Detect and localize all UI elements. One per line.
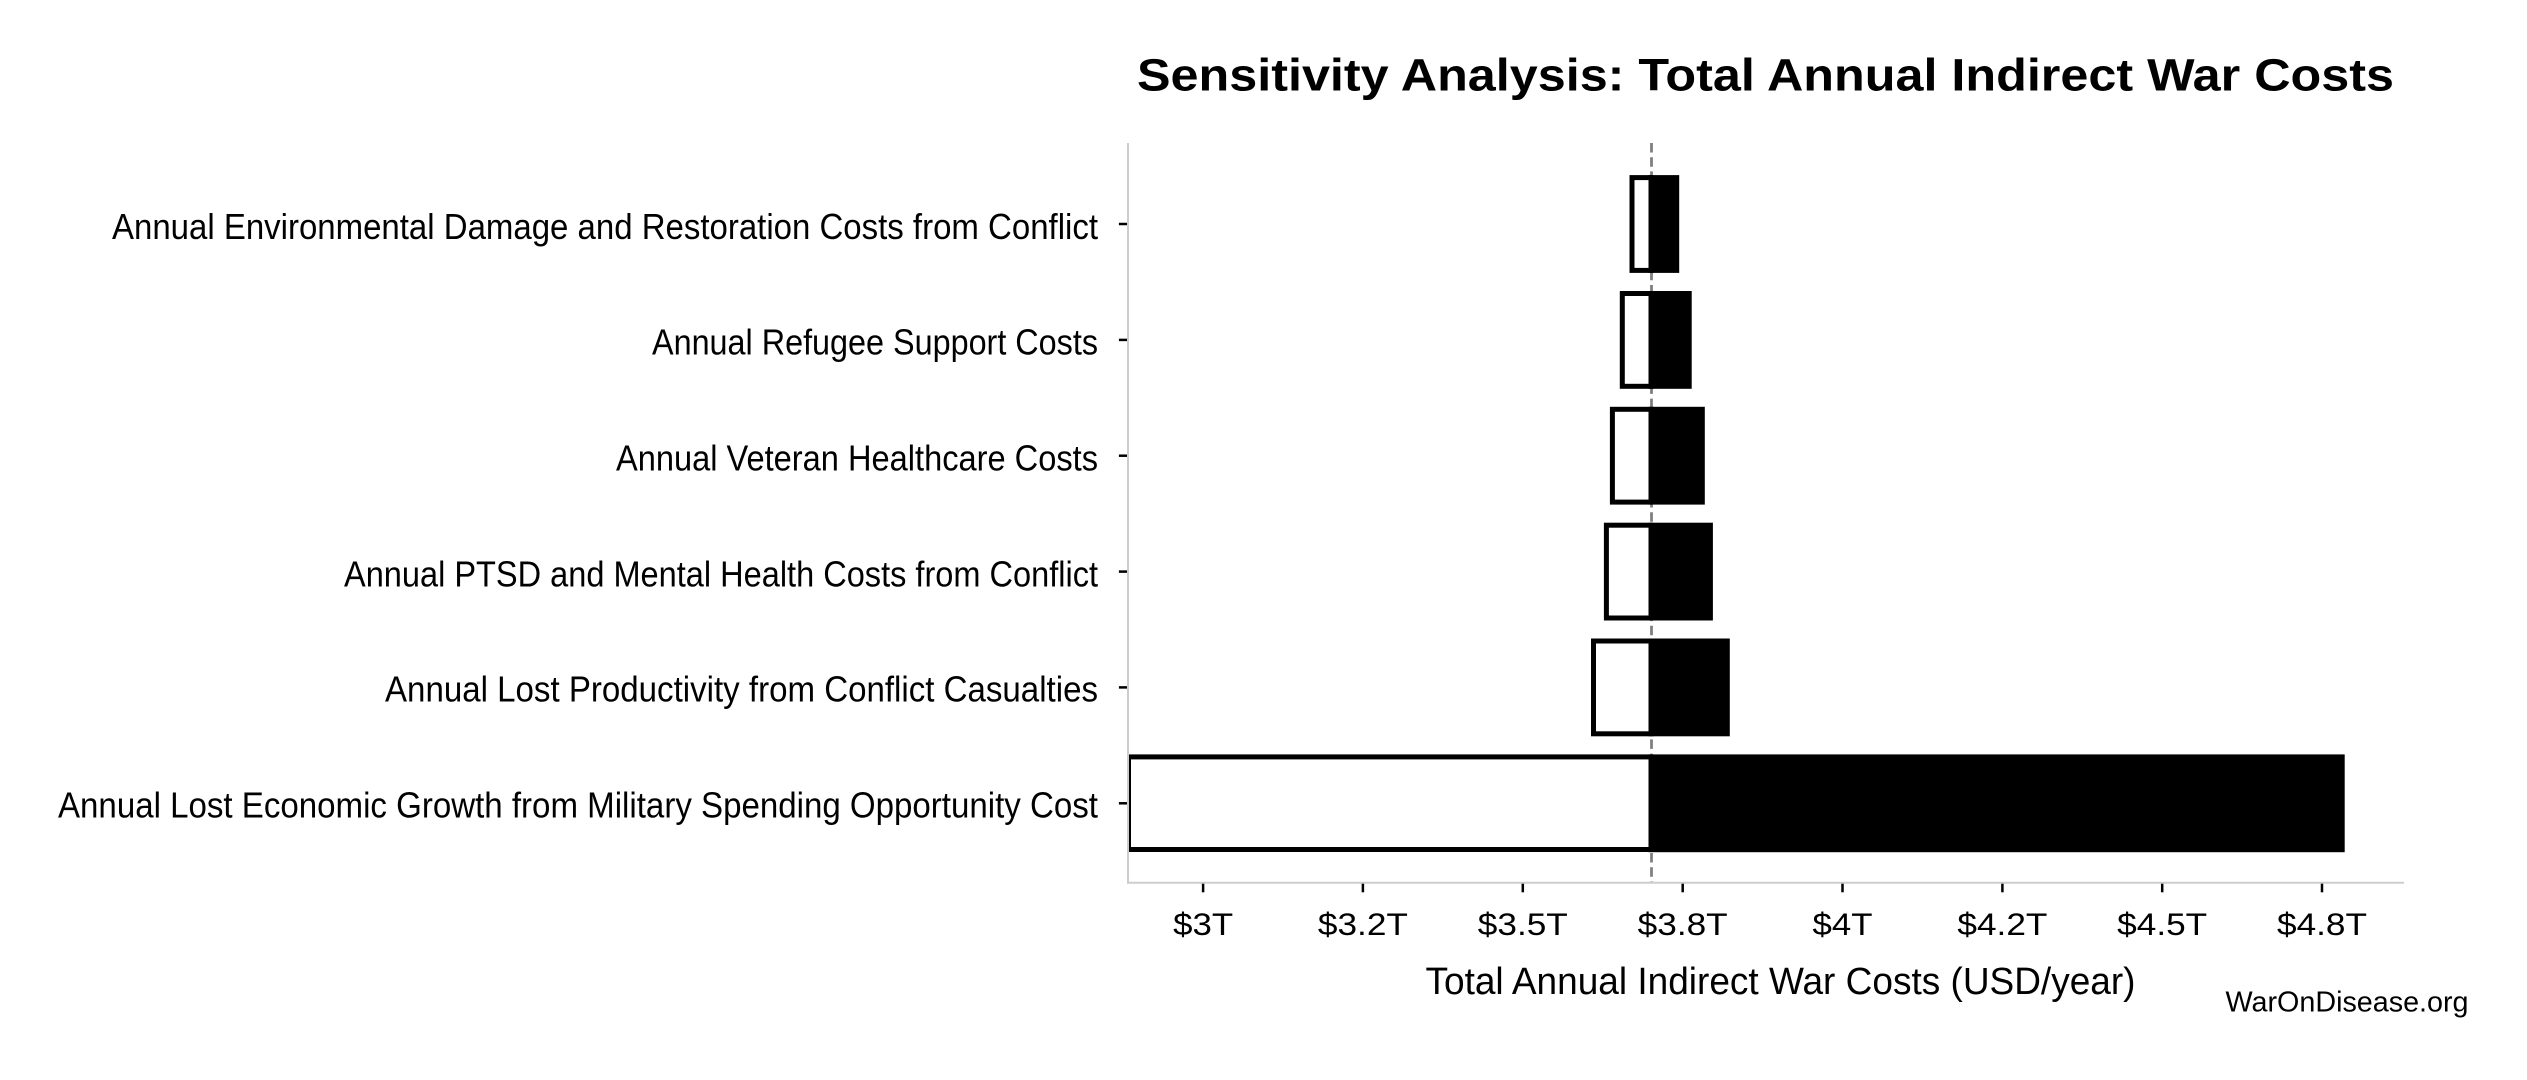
- svg-text:$4.2T: $4.2T: [1957, 906, 2047, 942]
- svg-text:Annual Refugee Support Costs: Annual Refugee Support Costs: [652, 321, 1098, 362]
- svg-text:Sensitivity Analysis: Total An: Sensitivity Analysis: Total Annual Indir…: [1137, 50, 2394, 101]
- svg-text:Annual PTSD and Mental Health: Annual PTSD and Mental Health Costs from…: [344, 553, 1098, 594]
- svg-text:WarOnDisease.org: WarOnDisease.org: [2226, 987, 2469, 1019]
- svg-text:$3.5T: $3.5T: [1478, 906, 1568, 942]
- svg-text:$4.5T: $4.5T: [2117, 906, 2207, 942]
- svg-text:Total Annual Indirect War Cost: Total Annual Indirect War Costs (USD/yea…: [1426, 961, 2136, 1003]
- svg-text:$3T: $3T: [1173, 906, 1233, 942]
- svg-text:Annual Lost Economic Growth fr: Annual Lost Economic Growth from Militar…: [58, 785, 1098, 826]
- svg-text:$4T: $4T: [1813, 906, 1873, 942]
- svg-text:$4.8T: $4.8T: [2277, 906, 2367, 942]
- svg-text:$3.8T: $3.8T: [1638, 906, 1728, 942]
- svg-text:Annual Lost Productivity from: Annual Lost Productivity from Conflict C…: [385, 668, 1098, 709]
- svg-text:Annual Veteran Healthcare Cost: Annual Veteran Healthcare Costs: [616, 437, 1098, 478]
- svg-text:Annual Environmental Damage an: Annual Environmental Damage and Restorat…: [112, 206, 1098, 247]
- svg-text:$3.2T: $3.2T: [1318, 906, 1408, 942]
